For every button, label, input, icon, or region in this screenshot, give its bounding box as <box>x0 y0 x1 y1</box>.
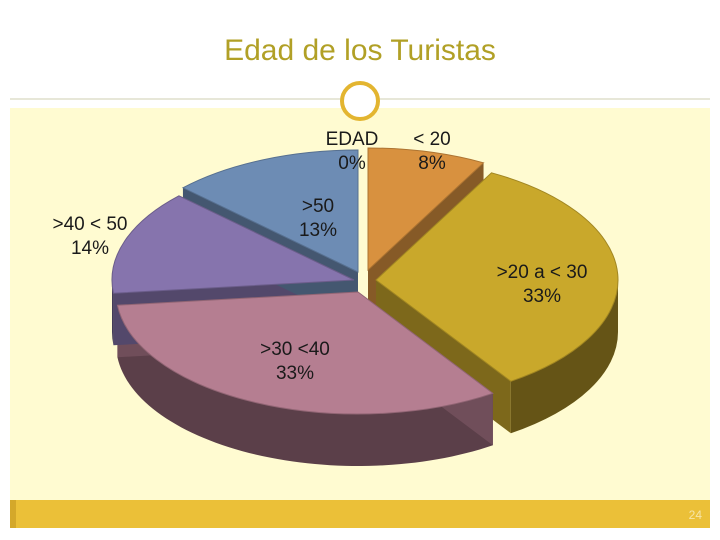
pie-slice-3 <box>116 291 494 415</box>
page-number: 24 <box>688 508 702 522</box>
data-label-0: EDAD 0% <box>326 129 379 174</box>
pie-tops <box>111 147 619 415</box>
pie-labels: EDAD 0% < 20 8% >20 a < 30 33% >30 <40 33% >40 <… <box>52 129 587 384</box>
data-label-2: >20 a < 30 33% <box>497 262 588 307</box>
slide-title: Edad de los Turistas <box>224 34 496 67</box>
data-label-5: >50 13% <box>299 196 337 241</box>
pie-slice-5 <box>181 149 359 273</box>
pie-slice-side-4 <box>112 280 114 346</box>
pie-slice-side-3 <box>117 305 493 466</box>
pie-slice-4 <box>111 195 355 294</box>
pie-slice-1 <box>367 147 485 272</box>
data-label-1: < 20 8% <box>413 129 451 174</box>
title-circle-ornament <box>340 81 380 121</box>
footer-bar <box>10 500 710 528</box>
data-label-3: >30 <40 33% <box>260 339 330 384</box>
footer-bar-edge <box>10 500 16 528</box>
pie-slice-2 <box>375 172 619 382</box>
data-label-4: >40 < 50 14% <box>52 214 127 259</box>
